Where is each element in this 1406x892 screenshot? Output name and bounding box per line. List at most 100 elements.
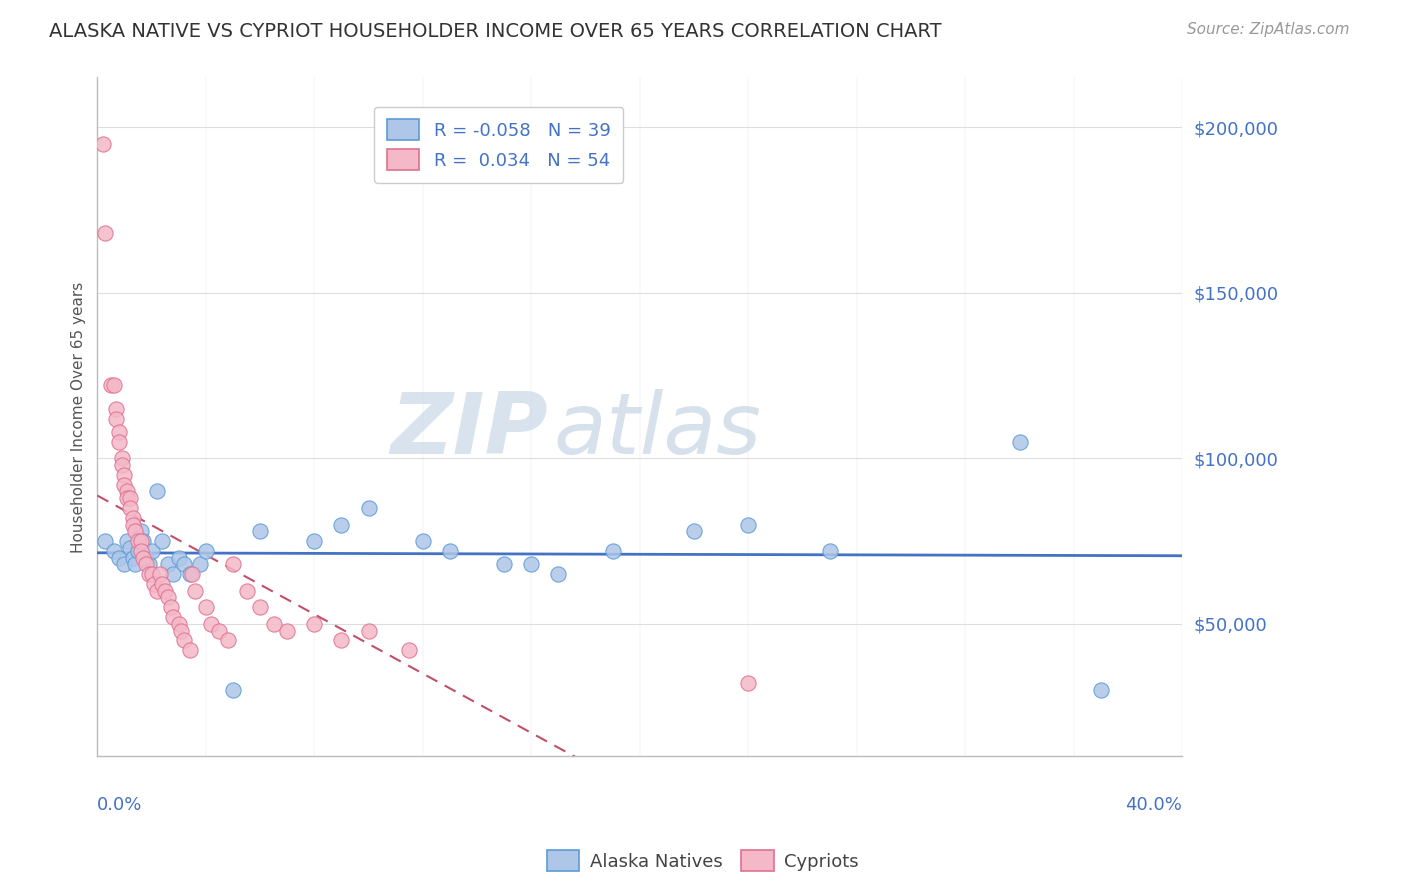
Point	[683, 524, 706, 538]
Point	[156, 558, 179, 572]
Point	[167, 550, 190, 565]
Point	[143, 577, 166, 591]
Point	[330, 517, 353, 532]
Point	[100, 378, 122, 392]
Point	[121, 550, 143, 565]
Point	[737, 517, 759, 532]
Point	[94, 534, 117, 549]
Point	[304, 616, 326, 631]
Point	[135, 558, 157, 572]
Point	[194, 544, 217, 558]
Point	[179, 567, 201, 582]
Point	[108, 434, 131, 449]
Point	[737, 676, 759, 690]
Point	[141, 544, 163, 558]
Point	[114, 467, 136, 482]
Point	[141, 567, 163, 582]
Point	[249, 600, 271, 615]
Point	[170, 624, 193, 638]
Point	[129, 524, 152, 538]
Point	[103, 378, 125, 392]
Point	[108, 550, 131, 565]
Legend: Alaska Natives, Cypriots: Alaska Natives, Cypriots	[540, 843, 866, 879]
Point	[127, 544, 149, 558]
Point	[520, 558, 543, 572]
Point	[114, 477, 136, 491]
Point	[152, 534, 174, 549]
Point	[494, 558, 516, 572]
Point	[121, 517, 143, 532]
Legend: R = -0.058   N = 39, R =  0.034   N = 54: R = -0.058 N = 39, R = 0.034 N = 54	[374, 107, 623, 183]
Point	[173, 633, 195, 648]
Point	[412, 534, 434, 549]
Point	[194, 600, 217, 615]
Point	[111, 451, 134, 466]
Point	[167, 616, 190, 631]
Point	[138, 567, 160, 582]
Point	[146, 484, 169, 499]
Point	[103, 544, 125, 558]
Text: ALASKA NATIVE VS CYPRIOT HOUSEHOLDER INCOME OVER 65 YEARS CORRELATION CHART: ALASKA NATIVE VS CYPRIOT HOUSEHOLDER INC…	[49, 22, 942, 41]
Point	[129, 544, 152, 558]
Point	[1090, 683, 1112, 698]
Point	[304, 534, 326, 549]
Point	[235, 583, 257, 598]
Point	[152, 577, 174, 591]
Point	[118, 541, 141, 555]
Point	[132, 534, 155, 549]
Text: 40.0%: 40.0%	[1125, 796, 1182, 814]
Point	[602, 544, 624, 558]
Point	[818, 544, 841, 558]
Text: ZIP: ZIP	[389, 389, 547, 472]
Point	[115, 534, 138, 549]
Point	[1008, 434, 1031, 449]
Point	[118, 500, 141, 515]
Point	[149, 567, 172, 582]
Text: 0.0%: 0.0%	[97, 796, 143, 814]
Point	[184, 583, 207, 598]
Point	[181, 567, 204, 582]
Point	[115, 484, 138, 499]
Point	[200, 616, 222, 631]
Point	[156, 591, 179, 605]
Point	[547, 567, 569, 582]
Point	[94, 226, 117, 240]
Point	[111, 458, 134, 472]
Point	[135, 550, 157, 565]
Point	[276, 624, 298, 638]
Point	[114, 558, 136, 572]
Point	[217, 633, 239, 648]
Point	[91, 136, 114, 151]
Point	[118, 491, 141, 505]
Point	[439, 544, 461, 558]
Point	[357, 500, 380, 515]
Point	[249, 524, 271, 538]
Point	[138, 558, 160, 572]
Point	[124, 524, 146, 538]
Point	[222, 683, 245, 698]
Point	[121, 511, 143, 525]
Text: Source: ZipAtlas.com: Source: ZipAtlas.com	[1187, 22, 1350, 37]
Text: atlas: atlas	[553, 389, 761, 472]
Point	[105, 401, 128, 416]
Point	[263, 616, 285, 631]
Point	[173, 558, 195, 572]
Point	[129, 534, 152, 549]
Point	[222, 558, 245, 572]
Point	[105, 411, 128, 425]
Point	[115, 491, 138, 505]
Point	[132, 550, 155, 565]
Point	[357, 624, 380, 638]
Point	[162, 610, 184, 624]
Point	[162, 567, 184, 582]
Point	[159, 600, 181, 615]
Point	[127, 534, 149, 549]
Point	[179, 643, 201, 657]
Point	[124, 558, 146, 572]
Point	[190, 558, 212, 572]
Point	[108, 425, 131, 439]
Point	[330, 633, 353, 648]
Y-axis label: Householder Income Over 65 years: Householder Income Over 65 years	[72, 281, 86, 552]
Point	[153, 583, 176, 598]
Point	[146, 583, 169, 598]
